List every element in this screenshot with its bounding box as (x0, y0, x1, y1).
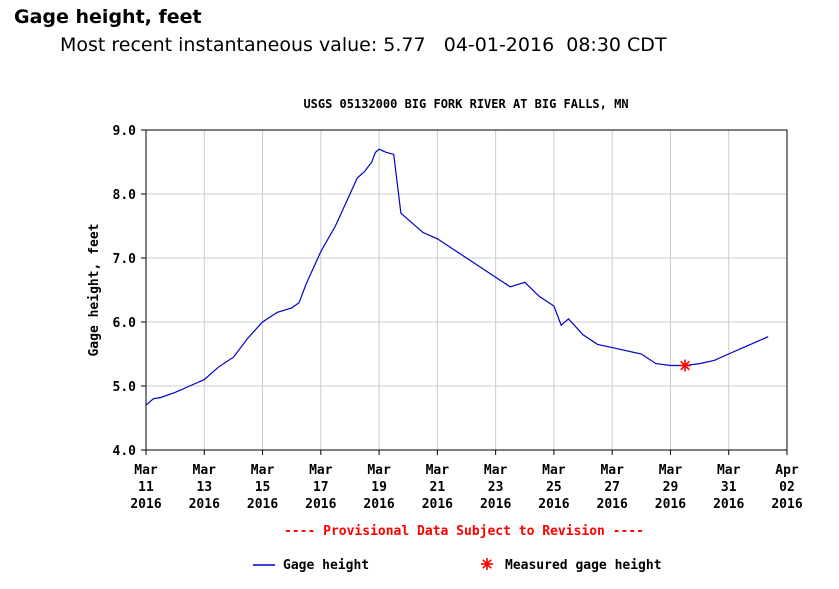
y-tick-label: 5.0 (113, 380, 137, 395)
x-tick-label: Mar (659, 463, 683, 478)
y-axis-label: Gage height, feet (87, 223, 102, 356)
measured-gage-height-point (679, 359, 691, 372)
x-tick-label: 29 (663, 480, 679, 495)
x-tick-label: 2016 (305, 497, 336, 512)
recent-value-line: Most recent instantaneous value: 5.77 04… (60, 34, 667, 56)
x-tick-label: 11 (138, 480, 154, 495)
gage-height-series-line (145, 148, 769, 406)
provisional-notice: ---- Provisional Data Subject to Revisio… (284, 524, 644, 539)
x-tick-label: 2016 (247, 497, 278, 512)
x-tick-label: 21 (430, 480, 446, 495)
x-tick-label: 2016 (597, 497, 628, 512)
chart-title: USGS 05132000 BIG FORK RIVER AT BIG FALL… (303, 97, 628, 111)
recent-label: Most recent instantaneous value: (60, 34, 378, 56)
y-tick-label: 6.0 (113, 316, 137, 331)
x-tick-label: Mar (426, 463, 450, 478)
x-tick-label: 23 (488, 480, 504, 495)
x-tick-label: 2016 (422, 497, 453, 512)
x-tick-label: Mar (484, 463, 508, 478)
x-tick-label: Mar (309, 463, 333, 478)
x-tick-label: Mar (134, 463, 158, 478)
x-tick-label: 2016 (771, 497, 802, 512)
x-tick-label: 2016 (538, 497, 569, 512)
x-tick-label: 2016 (189, 497, 220, 512)
recent-value: 5.77 (383, 34, 426, 56)
page-heading: Gage height, feet (14, 6, 202, 28)
x-tick-label: 25 (546, 480, 562, 495)
x-tick-label: Mar (542, 463, 566, 478)
legend-asterisk-swatch (481, 558, 493, 570)
x-tick-label: 2016 (655, 497, 686, 512)
legend: Gage height Measured gage height (253, 558, 662, 573)
x-tick-label: Mar (367, 463, 391, 478)
x-tick-label: 17 (313, 480, 329, 495)
recent-time: 08:30 CDT (566, 34, 667, 56)
recent-date: 04-01-2016 (443, 34, 555, 56)
x-tick-label: Apr (775, 463, 799, 478)
y-tick-label: 9.0 (113, 124, 137, 139)
x-tick-label: 27 (604, 480, 620, 495)
x-tick-label: 2016 (363, 497, 394, 512)
x-tick-label: Mar (600, 463, 624, 478)
legend-gage-height: Gage height (283, 558, 369, 573)
legend-measured: Measured gage height (505, 558, 662, 573)
y-tick-label: 8.0 (113, 188, 137, 203)
x-tick-label: 2016 (130, 497, 161, 512)
x-tick-label: Mar (193, 463, 217, 478)
x-tick-label: 15 (255, 480, 271, 495)
x-tick-label: 2016 (480, 497, 511, 512)
y-tick-label: 7.0 (113, 252, 137, 267)
x-tick-label: 2016 (713, 497, 744, 512)
x-tick-label: 31 (721, 480, 737, 495)
y-axis: 4.0 5.0 6.0 7.0 8.0 9.0 (113, 124, 146, 459)
x-axis: Mar 11 2016 Mar 13 2016 Mar 15 2016 Mar 17 2016 Mar 1… (130, 450, 803, 512)
y-tick-label: 4.0 (113, 444, 137, 459)
x-tick-label: 02 (779, 480, 795, 495)
plot-frame (145, 129, 788, 451)
x-tick-label: 13 (196, 480, 212, 495)
x-tick-label: Mar (717, 463, 741, 478)
x-tick-label: 19 (371, 480, 387, 495)
grid (146, 130, 787, 450)
measurement-markers (679, 359, 691, 372)
x-tick-label: Mar (251, 463, 275, 478)
legend-asterisk-icon (481, 558, 493, 570)
